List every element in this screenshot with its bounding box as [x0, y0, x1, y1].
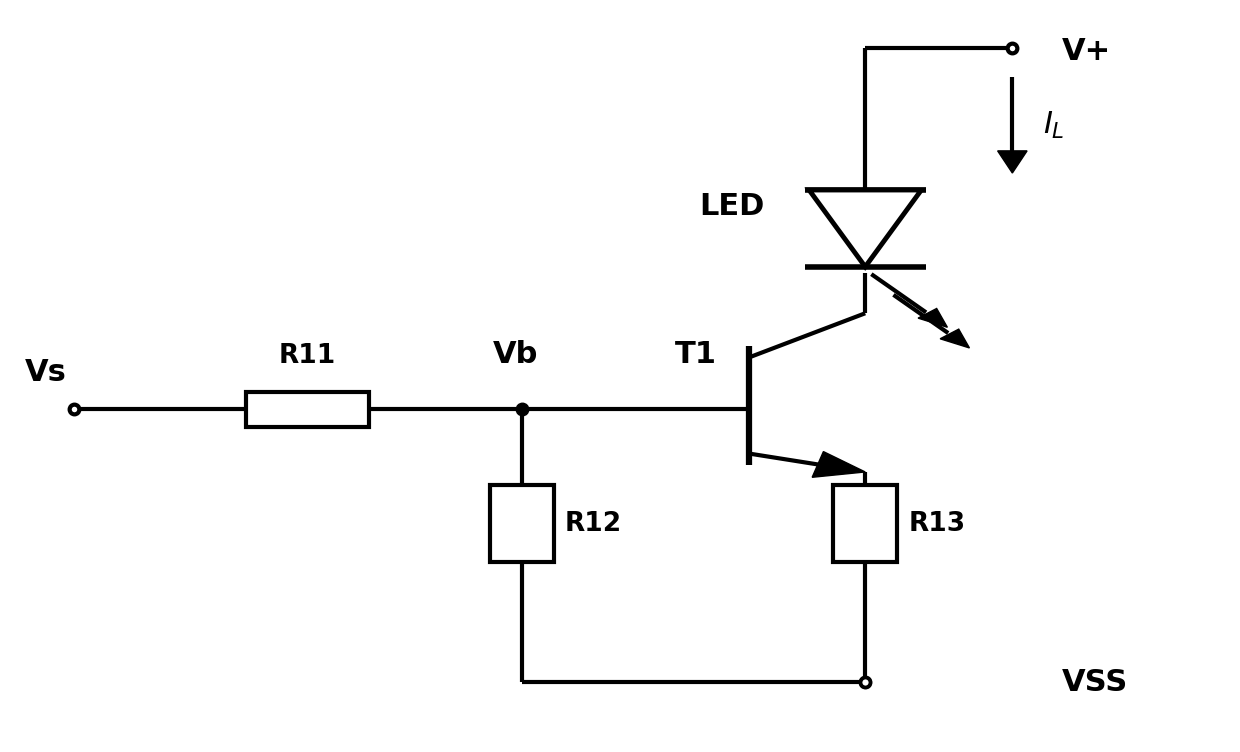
- Text: Vb: Vb: [494, 340, 538, 368]
- Text: R11: R11: [279, 343, 336, 368]
- Text: LED: LED: [699, 192, 765, 221]
- Polygon shape: [810, 190, 921, 267]
- Polygon shape: [918, 308, 947, 327]
- Polygon shape: [998, 151, 1027, 173]
- Text: R12: R12: [565, 511, 622, 537]
- Text: Vs: Vs: [25, 358, 67, 387]
- Text: VSS: VSS: [1061, 668, 1127, 697]
- Text: $I_L$: $I_L$: [1043, 110, 1065, 141]
- Text: R13: R13: [908, 511, 965, 537]
- Bar: [246, 392, 368, 427]
- Text: T1: T1: [675, 340, 717, 368]
- Text: V+: V+: [1061, 37, 1111, 65]
- Polygon shape: [940, 329, 970, 348]
- Bar: [833, 485, 897, 562]
- Polygon shape: [812, 452, 866, 478]
- Bar: [490, 485, 554, 562]
